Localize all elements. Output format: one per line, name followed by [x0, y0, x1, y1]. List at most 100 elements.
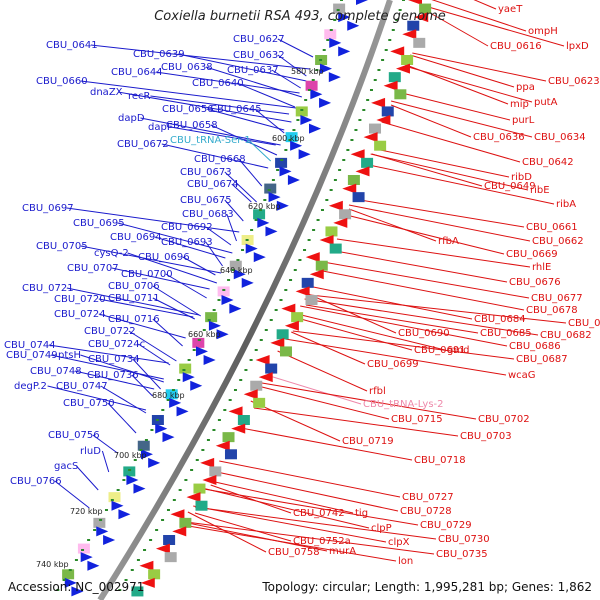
leader-line: [250, 400, 341, 442]
feature-block: [229, 260, 242, 271]
gene-label-cbu-0679: CBU_0679: [568, 318, 600, 329]
feature-block: [374, 140, 387, 151]
reverse-gene-arrow: [376, 115, 391, 125]
leader-line: [155, 71, 300, 94]
reverse-gene-arrow: [243, 389, 258, 400]
gene-label-cbu-0747: CBU_0747: [56, 381, 108, 392]
leader-line: [310, 294, 567, 324]
tick-dot: [254, 349, 258, 351]
tick-dot: [342, 159, 346, 161]
gene-label-cbu-0702: CBU_0702: [478, 414, 530, 425]
tick-dot: [320, 209, 324, 211]
leader-line: [138, 343, 171, 366]
tick-dot: [99, 519, 103, 521]
leader-line: [271, 69, 301, 89]
feature-block: [325, 226, 338, 237]
forward-gene-arrow: [64, 577, 77, 588]
leader-line: [107, 402, 137, 434]
gene-label-cbu-0691: CBU_0691: [414, 345, 466, 356]
forward-gene-arrow: [148, 457, 161, 468]
feature-block: [148, 569, 161, 580]
tick-dot: [233, 389, 237, 391]
feature-block: [93, 517, 106, 528]
forward-gene-arrow: [140, 449, 153, 460]
tick-dot: [74, 559, 78, 561]
gene-label-cbu-0627: CBU_0627: [233, 34, 285, 45]
kbp-label: 700 kbp: [114, 451, 147, 460]
leader-line: [404, 65, 533, 103]
leader-line: [231, 183, 252, 203]
tick-dot: [197, 339, 201, 341]
tick-dot: [346, 149, 350, 151]
leader-line: [92, 434, 118, 454]
gene-label-cbu-0637: CBU_0637: [227, 65, 279, 76]
leader-line: [236, 82, 296, 108]
feature-block: [209, 466, 222, 477]
feature-track: [62, 0, 432, 597]
forward-gene-arrow: [253, 252, 266, 263]
gene-label-cbu-0748: CBU_0748: [30, 366, 82, 377]
leader-line: [205, 241, 223, 267]
leader-line: [98, 298, 194, 318]
gene-label-cbu-0752a: CBU_0752a: [293, 536, 351, 547]
gene-label-cbu-0685: CBU_0685: [480, 328, 532, 339]
gene-label-cbu-0697: CBU_0697: [22, 203, 74, 214]
leader-line: [330, 249, 508, 283]
feature-block: [347, 175, 360, 185]
leader-line: [127, 252, 217, 284]
tick-dot: [329, 29, 333, 31]
leader-line: [354, 198, 525, 228]
gene-label-cbu-0642: CBU_0642: [522, 157, 574, 168]
forward-gene-arrow: [319, 63, 332, 74]
leader-line: [152, 318, 183, 347]
leader-line: [371, 153, 483, 187]
leader-line: [300, 305, 508, 347]
feature-block: [237, 415, 250, 425]
tick-dot: [116, 489, 120, 491]
gene-label-cbu-0700: CBU_0700: [121, 269, 173, 280]
tick-dot: [201, 449, 205, 451]
reverse-gene-arrow: [155, 543, 170, 554]
feature-block: [401, 55, 414, 65]
gene-label-cbu-0682: CBU_0682: [540, 330, 592, 341]
tick-dot: [136, 559, 140, 561]
gene-label-cbu-0658: CBU_0658: [166, 120, 218, 131]
feature-block: [301, 277, 314, 288]
reverse-gene-arrow: [383, 80, 398, 91]
gene-label-cbu-0638: CBU_0638: [161, 62, 213, 73]
tick-dot: [304, 99, 308, 101]
tick-dot: [190, 469, 194, 471]
forward-gene-arrow: [338, 46, 351, 57]
kbp-label: 720 kbp: [70, 507, 103, 516]
kbp-label: 580 kbp: [291, 67, 324, 76]
feature-block: [179, 363, 192, 374]
tick-dot: [384, 49, 388, 51]
feature-block: [250, 380, 263, 391]
tick-dot: [172, 499, 176, 501]
tick-dot: [296, 119, 300, 121]
forward-gene-arrow: [310, 89, 323, 100]
gene-label-cbu-0734: CBU_0734: [88, 354, 140, 365]
feature-block: [192, 337, 205, 348]
forward-gene-arrow: [298, 149, 311, 160]
leader-line: [117, 91, 292, 123]
forward-gene-arrow: [257, 217, 270, 228]
forward-gene-arrow: [169, 397, 182, 408]
leader-line: [348, 208, 437, 242]
tick-dot: [202, 329, 206, 331]
gene-label-dapd: dapD: [118, 113, 145, 124]
reverse-gene-arrow: [231, 423, 246, 434]
gene-label-cbu-0744: CBU_0744: [4, 340, 56, 351]
tick-dot: [254, 219, 258, 221]
tick-dot: [227, 279, 231, 281]
feature-block: [62, 569, 75, 580]
forward-gene-arrow: [276, 200, 289, 211]
tick-dot: [284, 149, 288, 151]
leader-line: [317, 269, 525, 311]
tick-dot: [288, 139, 292, 141]
forward-gene-arrow: [319, 97, 332, 108]
tick-dot: [333, 19, 337, 21]
tick-dot: [139, 449, 143, 451]
feature-block: [291, 312, 304, 323]
